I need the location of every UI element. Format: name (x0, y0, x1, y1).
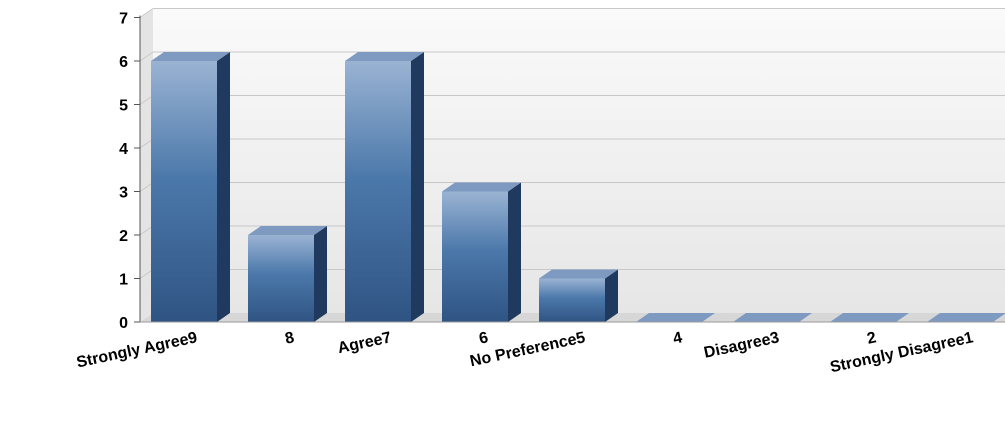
bar-front (442, 191, 508, 322)
bar-top (539, 269, 618, 279)
gridline-depth (139, 269, 154, 279)
bar (733, 313, 812, 322)
gridline-depth (139, 138, 154, 149)
plot-side-wall (140, 8, 153, 322)
x-tick-label: Disagree3 (702, 329, 780, 362)
bar-top (830, 313, 909, 322)
gridline-depth (139, 8, 154, 18)
gridline-depth (139, 95, 154, 105)
y-axis: 0 1 2 3 4 5 6 7 (119, 11, 1005, 332)
gridline-depth (139, 225, 154, 236)
y-tick-label: 6 (119, 54, 128, 71)
bar-top (345, 52, 424, 61)
bar-top (151, 52, 230, 61)
y-tick-label: 7 (119, 11, 128, 28)
x-axis-labels: Strongly Agree9 8 Agree7 6No Preference5 4 Di… (75, 329, 975, 376)
bar-top (733, 313, 812, 322)
x-tick-label: Strongly Disagree1 (829, 329, 975, 376)
gridline-depth (139, 51, 154, 62)
bar-front (539, 278, 605, 322)
gridlines (139, 8, 1005, 279)
x-tick-label: 6 (478, 329, 490, 347)
bar-side (508, 182, 521, 322)
bar-top (927, 313, 1005, 322)
bar-side (411, 52, 424, 322)
bar-top (248, 226, 327, 235)
bar-side (217, 52, 230, 322)
bars (151, 52, 1005, 322)
bar-front (345, 61, 411, 322)
bar (830, 313, 909, 322)
y-tick-label: 2 (119, 228, 128, 245)
y-tick-label: 4 (119, 141, 128, 158)
x-tick-label: 8 (284, 329, 296, 347)
bar (539, 269, 618, 322)
bar (345, 52, 424, 322)
x-tick-label: 4 (672, 329, 684, 347)
x-tick-label: Strongly Agree9 (75, 329, 199, 371)
bar (636, 313, 715, 322)
bar-side (314, 226, 327, 322)
x-tick-label: 2 (866, 329, 878, 347)
bar-top (636, 313, 715, 322)
bar-front (248, 235, 314, 322)
bar (442, 182, 521, 322)
y-tick-label: 0 (119, 315, 128, 332)
y-tick-label: 5 (119, 98, 128, 115)
bar-top (442, 182, 521, 192)
bar-side (605, 269, 618, 322)
bar (248, 226, 327, 322)
bar (927, 313, 1005, 322)
bar (151, 52, 230, 322)
y-tick-label: 3 (119, 185, 128, 202)
gridline-depth (139, 182, 154, 192)
bar-front (151, 61, 217, 322)
x-tick-label: Agree7 (336, 329, 393, 357)
y-tick-label: 1 (119, 272, 128, 289)
